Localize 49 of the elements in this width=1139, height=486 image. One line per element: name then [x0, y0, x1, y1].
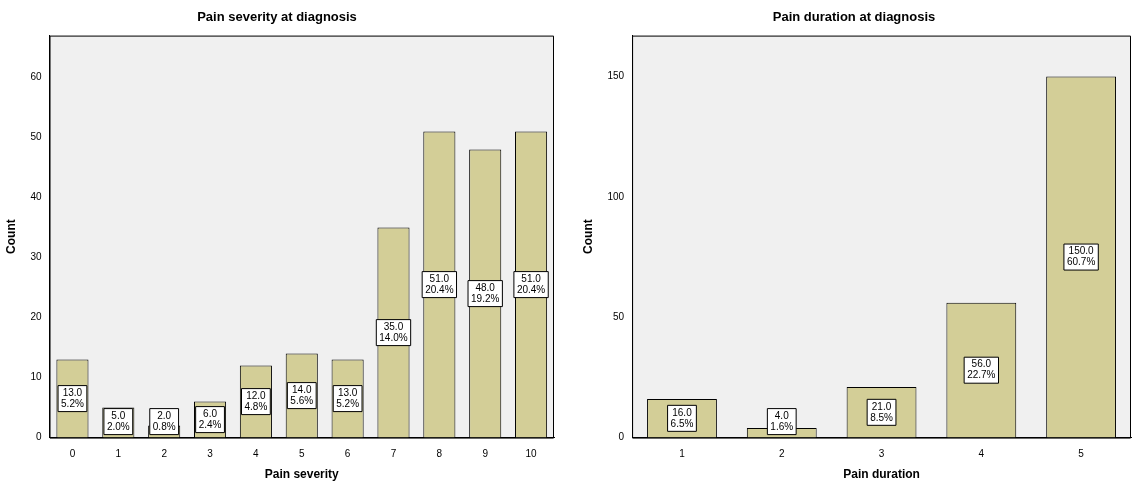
x-tick-label: 8	[436, 448, 443, 460]
data-label: 12.0 4.8%	[244, 389, 268, 412]
y-tick-label: 60	[30, 71, 42, 83]
data-label: 51.0 20.4%	[516, 272, 546, 295]
data-label: 35.0 14.0%	[379, 320, 408, 343]
x-tick-label: 2	[161, 448, 168, 460]
y-tick-label: 50	[30, 131, 42, 143]
y-tick-label: 30	[30, 251, 42, 263]
data-label: 48.0 19.2%	[471, 281, 500, 304]
x-tick-label: 2	[778, 448, 785, 460]
data-label: 16.0 6.5%	[670, 406, 694, 429]
chart-title: Pain severity at diagnosis	[197, 9, 357, 25]
y-axis-title: Count	[3, 219, 18, 254]
y-tick-label: 40	[30, 191, 42, 203]
y-tick-label: 50	[612, 310, 625, 322]
y-tick-label: 0	[35, 431, 42, 443]
y-tick-label: 150	[607, 70, 625, 82]
data-label: 2.0 0.8%	[152, 409, 176, 432]
x-tick-label: 1	[679, 448, 686, 460]
chart-title: Pain duration at diagnosis	[772, 9, 936, 25]
data-label: 51.0 20.4%	[425, 272, 454, 295]
y-tick-label: 100	[607, 190, 625, 202]
y-tick-label: 0	[618, 431, 625, 443]
data-label: 150.0 60.7%	[1066, 245, 1096, 268]
data-label: 21.0 8.5%	[870, 400, 894, 423]
x-tick-label: 3	[878, 448, 885, 460]
data-label: 56.0 22.7%	[967, 358, 996, 381]
x-tick-label: 6	[344, 448, 351, 460]
x-tick-label: 4	[978, 448, 985, 460]
y-axis-title: Count	[580, 219, 595, 254]
x-tick-label: 5	[1078, 448, 1085, 460]
x-tick-label: 10	[525, 448, 538, 460]
data-label: 5.0 2.0%	[106, 409, 130, 432]
x-tick-label: 0	[69, 448, 76, 460]
x-axis-title: Pain severity	[264, 467, 340, 482]
x-tick-label: 9	[482, 448, 489, 460]
x-axis-title: Pain duration	[843, 467, 920, 482]
y-tick-label: 20	[30, 311, 42, 323]
data-label: 14.0 5.6%	[290, 383, 314, 406]
x-tick-label: 1	[115, 448, 122, 460]
data-label: 13.0 5.2%	[336, 386, 360, 409]
x-tick-label: 5	[298, 448, 305, 460]
data-label: 4.0 1.6%	[770, 409, 794, 432]
x-tick-label: 7	[390, 448, 397, 460]
data-label: 13.0 5.2%	[61, 386, 84, 409]
data-label: 6.0 2.4%	[198, 407, 222, 430]
x-tick-label: 4	[253, 448, 260, 460]
y-tick-label: 10	[30, 371, 42, 383]
x-tick-label: 3	[207, 448, 214, 460]
